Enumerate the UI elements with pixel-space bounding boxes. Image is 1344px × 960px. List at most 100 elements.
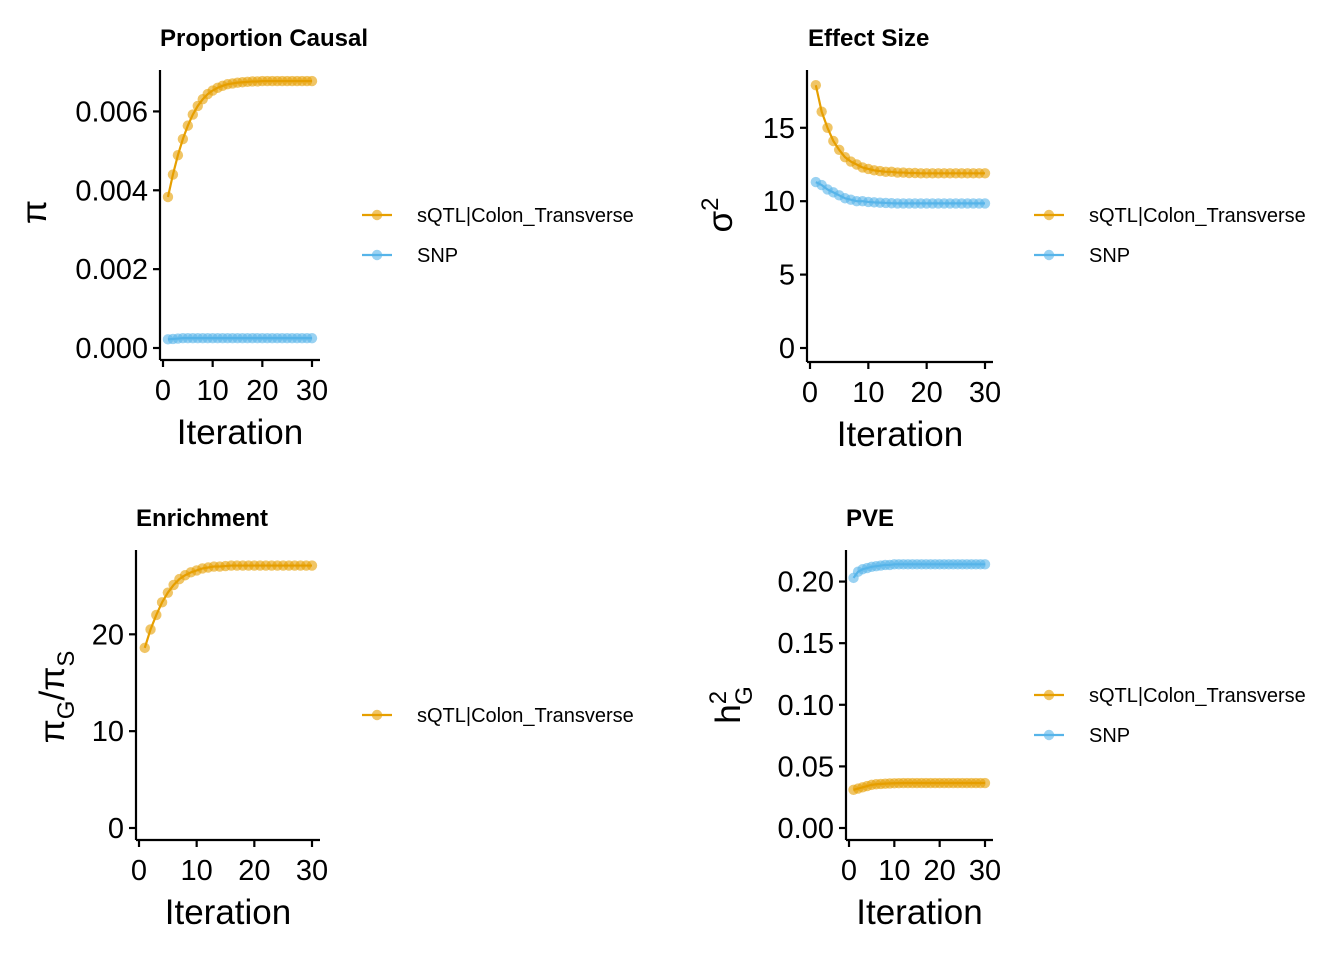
series-line [166,79,312,198]
x-axis-title: Iteration [856,893,982,932]
data-point [822,122,833,133]
data-point [139,642,150,654]
y-tick-label: 0.00 [778,813,834,845]
data-point [145,624,156,635]
legend-key-point [371,249,383,261]
data-point [172,149,184,161]
data-point [816,106,827,117]
series [162,332,318,345]
data-point [828,135,839,147]
legend-label: sQTL|Colon_Transverse [417,205,634,227]
data-point [979,777,991,789]
y-tick-label: 20 [92,619,124,651]
y-tick-label: 0.006 [75,96,148,128]
series [139,560,318,654]
legend-entry: SNP [362,245,458,267]
panel-0: Proportion Causal 0.000 0.002 0.004 0.006 0 10… [15,25,634,452]
data-point [177,133,189,145]
series [810,80,991,179]
series [848,559,991,584]
legend-entry: sQTL|Colon_Transverse [362,705,634,727]
legend-key-point [1043,209,1055,221]
legend-entry: SNP [1034,725,1130,747]
x-tick-label: 20 [911,377,943,409]
y-axis-title: πG/πS [33,651,80,744]
y-tick-label: 0.05 [778,751,834,783]
legend-label: SNP [1089,245,1130,267]
data-point [156,597,168,608]
legend-entry: SNP [1034,245,1130,267]
data-point [182,120,194,131]
legend-label: sQTL|Colon_Transverse [417,705,634,727]
data-point [833,144,845,156]
x-tick-label: 30 [969,855,1001,887]
x-tick-label: 0 [131,855,147,887]
panel-title: Effect Size [808,25,929,52]
data-point [187,109,198,120]
data-point [306,75,318,87]
x-tick-label: 30 [296,855,328,887]
legend-entry: sQTL|Colon_Transverse [362,205,634,227]
series [848,777,991,796]
y-tick-label: 0.004 [75,175,148,207]
panel-title: Enrichment [136,505,268,532]
x-tick-label: 30 [296,375,328,407]
data-point [979,559,991,570]
y-tick-label: 0.10 [778,690,834,722]
legend-key-point [1043,249,1055,261]
y-tick-label: 15 [763,113,795,145]
y-tick-label: 0 [779,333,795,365]
legend-label: sQTL|Colon_Transverse [1089,685,1306,707]
x-tick-label: 0 [155,375,171,407]
x-tick-label: 10 [181,855,213,887]
legend-entry: sQTL|Colon_Transverse [1034,205,1306,227]
y-tick-label: 5 [779,260,795,292]
x-tick-label: 10 [197,375,229,407]
data-point [810,80,822,91]
x-tick-label: 20 [924,855,956,887]
data-point [162,191,174,203]
y-axis-title: σ2 [697,198,740,233]
y-axis-title: h2G [705,686,758,724]
y-tick-label: 0.000 [75,333,148,365]
x-tick-label: 10 [852,377,884,409]
data-point [162,587,174,598]
x-tick-label: 30 [969,377,1001,409]
y-tick-label: 0.15 [778,628,834,660]
legend-entry: sQTL|Colon_Transverse [1034,685,1306,707]
legend-label: SNP [1089,725,1130,747]
data-point [979,168,991,179]
panel-title: PVE [846,505,894,532]
y-tick-label: 0.002 [75,254,148,286]
y-tick-label: 10 [92,716,124,748]
x-axis-title: Iteration [177,413,303,452]
legend-key-point [1043,729,1055,741]
data-point [306,332,318,344]
y-tick-label: 0.20 [778,567,834,599]
legend-key-point [1043,689,1055,701]
y-tick-label: 10 [763,186,795,218]
data-point [979,198,991,209]
series [810,176,991,209]
x-axis-title: Iteration [165,893,291,932]
data-point [151,609,162,621]
legend-label: SNP [417,245,458,267]
y-axis-title: π [15,200,54,224]
x-tick-label: 20 [238,855,270,887]
x-tick-label: 0 [802,377,818,409]
data-point [306,560,318,571]
x-tick-label: 0 [841,855,857,887]
x-tick-label: 10 [878,855,910,887]
legend-key-point [371,709,383,721]
series [162,75,318,203]
panel-3: PVE 0.00 0.05 0.10 0.15 0.20 0 10 20 30 Iteration h… [705,505,1306,932]
x-axis-title: Iteration [837,415,963,454]
data-point [167,169,179,180]
x-tick-label: 20 [246,375,278,407]
legend-key-point [371,209,383,221]
legend-label: sQTL|Colon_Transverse [1089,205,1306,227]
y-tick-label: 0 [108,813,124,845]
